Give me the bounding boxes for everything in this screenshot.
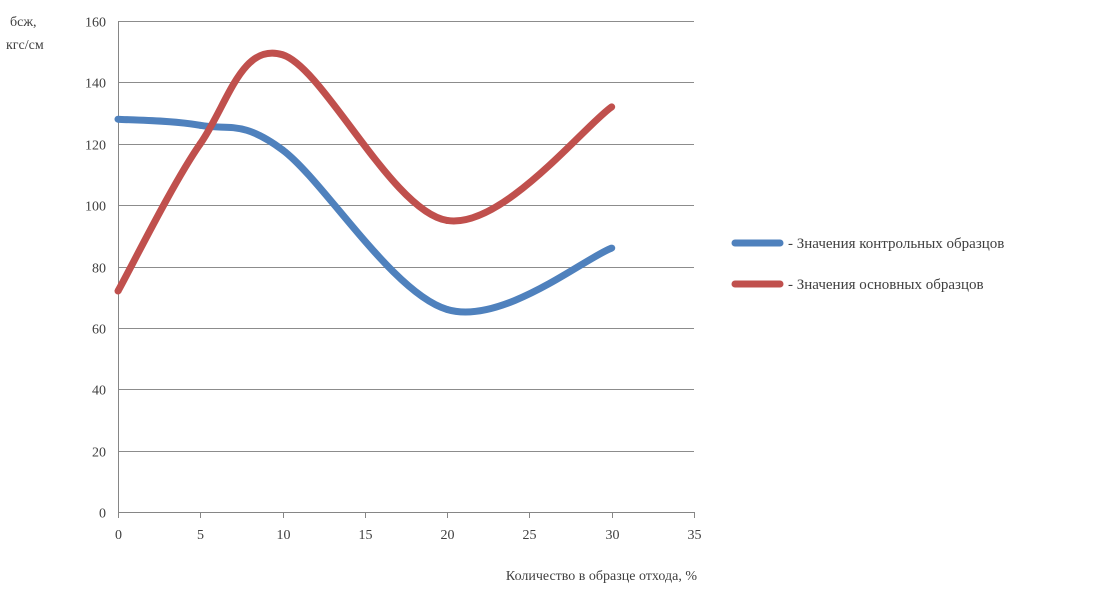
y-tick-label-60: 60 bbox=[92, 323, 106, 338]
y-tick-label-80: 80 bbox=[92, 262, 106, 277]
x-tick-label-30: 30 bbox=[606, 528, 620, 543]
x-axis-title: Количество в образце отхода, % bbox=[506, 569, 697, 584]
y-axis-title-line-2: кгс/см bbox=[6, 38, 44, 53]
y-tick-label-0: 0 bbox=[99, 507, 106, 522]
series-1-point-2 bbox=[279, 51, 287, 59]
y-tick-label-160: 160 bbox=[85, 16, 106, 31]
legend-item-control: - Значения контрольных образцов bbox=[731, 236, 1004, 252]
y-tick-label-20: 20 bbox=[92, 446, 106, 461]
x-tick-label-20: 20 bbox=[441, 528, 455, 543]
x-tick-label-10: 10 bbox=[277, 528, 291, 543]
legend-label-main: - Значения основных образцов bbox=[788, 277, 984, 293]
series-1-point-0 bbox=[114, 287, 122, 295]
series-0-point-2 bbox=[279, 146, 287, 154]
x-tick-label-5: 5 bbox=[197, 528, 204, 543]
y-tick-label-100: 100 bbox=[85, 200, 106, 215]
series-1-point-4 bbox=[608, 103, 616, 111]
grid-layer bbox=[118, 21, 694, 513]
legend: - Значения контрольных образцов - Значен… bbox=[731, 236, 1004, 293]
series-line-0 bbox=[117, 115, 614, 316]
series-1-point-1 bbox=[196, 140, 204, 148]
x-tick-label-15: 15 bbox=[359, 528, 373, 543]
series-0-point-4 bbox=[608, 244, 616, 252]
x-tick-label-25: 25 bbox=[523, 528, 537, 543]
series-line-1 bbox=[114, 49, 614, 293]
y-tick-label-120: 120 bbox=[85, 139, 106, 154]
series-1-point-3 bbox=[443, 216, 451, 224]
y-tick-label-40: 40 bbox=[92, 384, 106, 399]
x-tick-label-35: 35 bbox=[688, 528, 702, 543]
series-0-point-1 bbox=[196, 121, 204, 129]
y-tick-label-140: 140 bbox=[85, 77, 106, 92]
series-layer bbox=[114, 49, 616, 316]
legend-label-control: - Значения контрольных образцов bbox=[788, 236, 1004, 252]
axis-layer: 0 20 40 60 80 100 120 140 160 0 5 10 15 20 25 30 35 bbox=[85, 16, 702, 544]
x-tick-label-0: 0 bbox=[115, 528, 122, 543]
y-axis-title-line-1: бсж, bbox=[10, 15, 37, 30]
series-0-point-3 bbox=[443, 305, 451, 313]
legend-item-main: - Значения основных образцов bbox=[731, 277, 984, 293]
series-0-point-0 bbox=[114, 115, 122, 123]
